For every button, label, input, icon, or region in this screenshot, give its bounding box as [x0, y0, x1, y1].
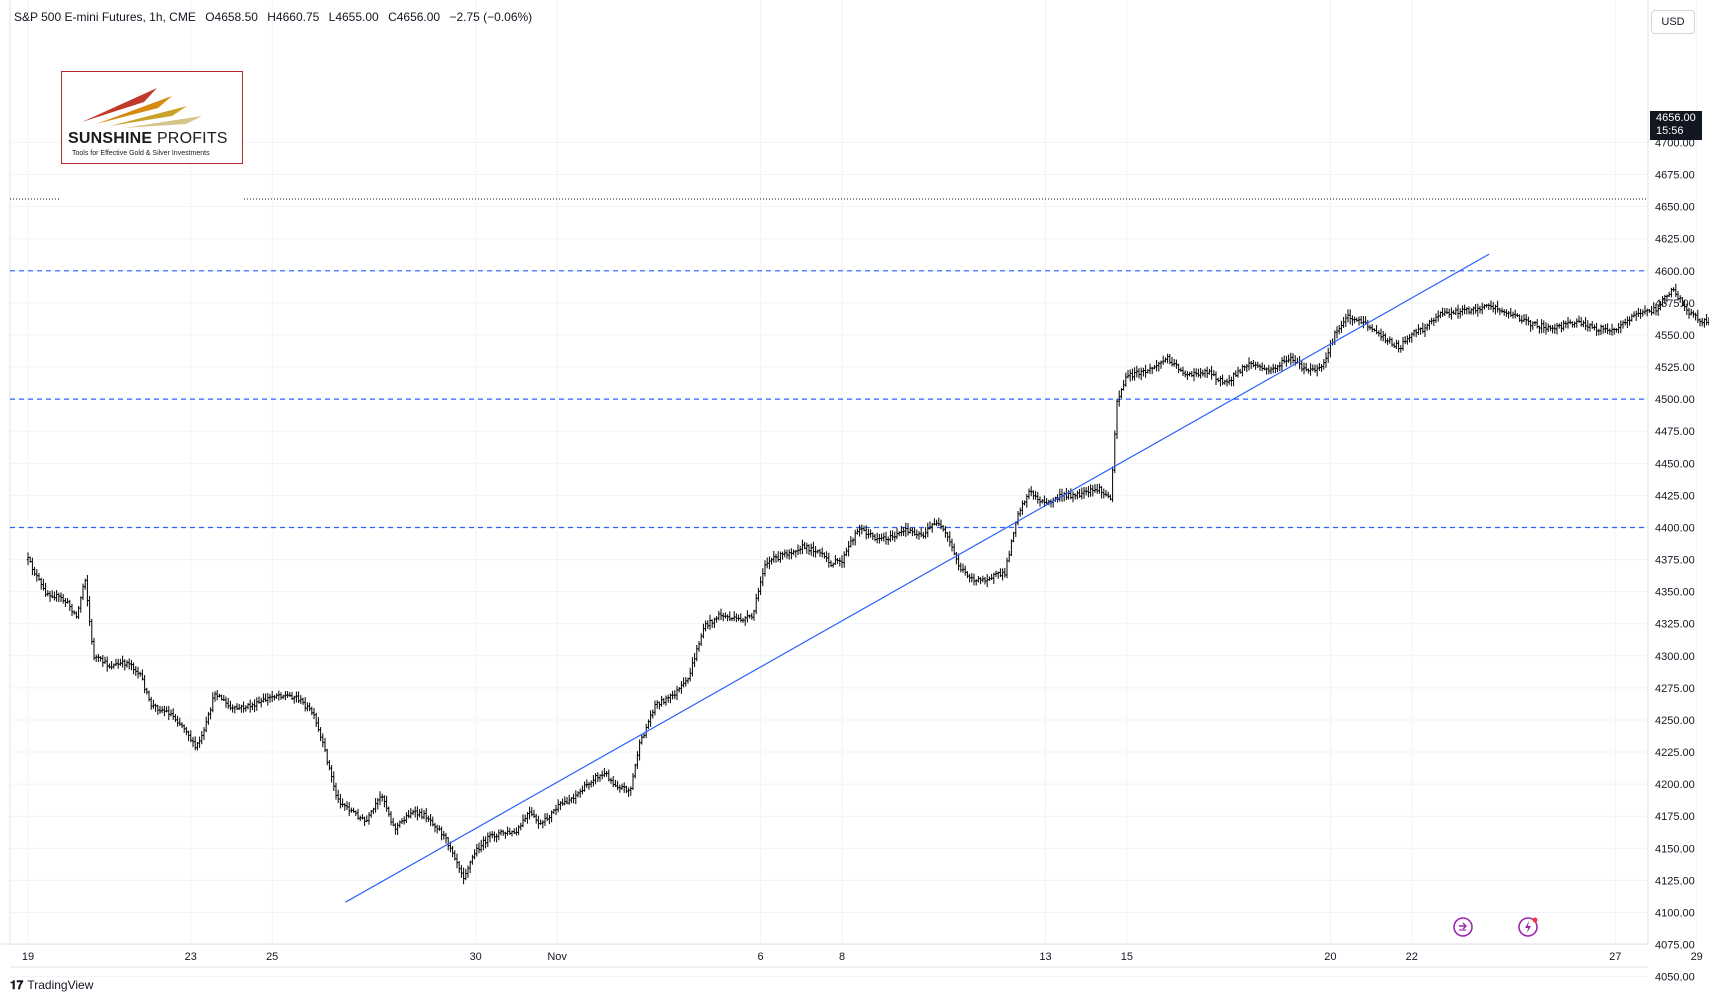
time-tick-label: 8 [839, 951, 845, 963]
price-tick-label: 4525.00 [1655, 362, 1695, 374]
price-tick-label: 4350.00 [1655, 587, 1695, 599]
tradingview-attribution[interactable]: 𝟏𝟕 TradingView [10, 978, 93, 993]
price-tick-label: 4675.00 [1655, 170, 1695, 182]
price-tick-label: 4425.00 [1655, 490, 1695, 502]
time-tick-label: 13 [1039, 951, 1051, 963]
logo-name: SUNSHINE PROFITS [68, 130, 228, 147]
price-tick-label: 4700.00 [1655, 137, 1695, 149]
time-tick-label: 6 [758, 951, 764, 963]
price-tick-label: 4650.00 [1655, 202, 1695, 214]
time-axis[interactable]: 19232530Nov68131520222729Dec571113 [22, 951, 1709, 963]
time-tick-label: 23 [185, 951, 197, 963]
bar-countdown: 15:56 [1656, 125, 1684, 137]
time-tick-label: 20 [1324, 951, 1336, 963]
price-tick-label: 4225.00 [1655, 747, 1695, 759]
currency-button[interactable]: USD [1651, 10, 1695, 34]
time-tick-label: 30 [470, 951, 482, 963]
price-tick-label: 4300.00 [1655, 651, 1695, 663]
price-tick-label: 4450.00 [1655, 458, 1695, 470]
trendline-group [345, 253, 1490, 903]
symbol-title[interactable]: S&P 500 E-mini Futures, 1h, CME [14, 10, 196, 24]
price-tick-label: 4175.00 [1655, 811, 1695, 823]
ohlc-high: H4660.75 [267, 10, 320, 24]
time-tick-label: 19 [22, 951, 34, 963]
price-tick-label: 4125.00 [1655, 875, 1695, 887]
price-tick-label: 4400.00 [1655, 522, 1695, 534]
price-tick-label: 4375.00 [1655, 555, 1695, 567]
horizontal-levels [10, 270, 1648, 529]
price-tick-label: 4550.00 [1655, 330, 1695, 342]
lightning-circle-icon[interactable] [1518, 917, 1538, 937]
time-tick-label: 25 [266, 951, 278, 963]
price-tick-label: 4150.00 [1655, 843, 1695, 855]
price-tick-label: 4075.00 [1655, 940, 1695, 952]
price-tick-label: 4250.00 [1655, 715, 1695, 727]
tradingview-logo-icon: 𝟏𝟕 [10, 978, 24, 992]
ohlc-close: C4656.00 [388, 10, 441, 24]
tradingview-brand: TradingView [27, 978, 94, 992]
chart-icons[interactable] [1453, 917, 1538, 937]
price-tick-label: 4325.00 [1655, 619, 1695, 631]
price-tick-label: 4625.00 [1655, 234, 1695, 246]
trendline [345, 253, 1490, 903]
logo-tagline: Tools for Effective Gold & Silver Invest… [72, 150, 210, 157]
time-tick-label: 22 [1406, 951, 1418, 963]
ohlc-open: O4658.50 [205, 10, 258, 24]
price-axis[interactable]: 4700.00 4675.00 4650.00 4625.00 4600.00 4575.… [1655, 137, 1695, 999]
time-tick-label: 15 [1121, 951, 1133, 963]
sun-rays-icon [82, 88, 202, 128]
price-tick-label: 4475.00 [1655, 426, 1695, 438]
sunshine-profits-logo: SUNSHINE PROFITS Tools for Effective Gol… [61, 71, 243, 164]
time-tick-label: Nov [547, 951, 567, 963]
price-tick-label: 4050.00 [1655, 972, 1695, 984]
price-tick-label: 4275.00 [1655, 683, 1695, 695]
last-price-label: 4656.00 15:56 [1650, 111, 1702, 140]
last-price-value: 4656.00 [1656, 112, 1696, 124]
price-tick-label: 4500.00 [1655, 394, 1695, 406]
candles [26, 283, 1709, 885]
price-tick-label: 4575.00 [1655, 298, 1695, 310]
time-tick-label: 29 [1691, 951, 1703, 963]
time-tick-label: 27 [1609, 951, 1621, 963]
ohlc-low: L4655.00 [328, 10, 379, 24]
arrow-right-circle-icon[interactable] [1453, 917, 1473, 937]
price-tick-label: 4200.00 [1655, 779, 1695, 791]
ohlc-change: −2.75 (−0.06%) [449, 10, 533, 24]
price-tick-label: 4600.00 [1655, 266, 1695, 278]
symbol-header: S&P 500 E-mini Futures, 1h, CME O4658.50… [14, 10, 538, 24]
price-tick-label: 4100.00 [1655, 907, 1695, 919]
